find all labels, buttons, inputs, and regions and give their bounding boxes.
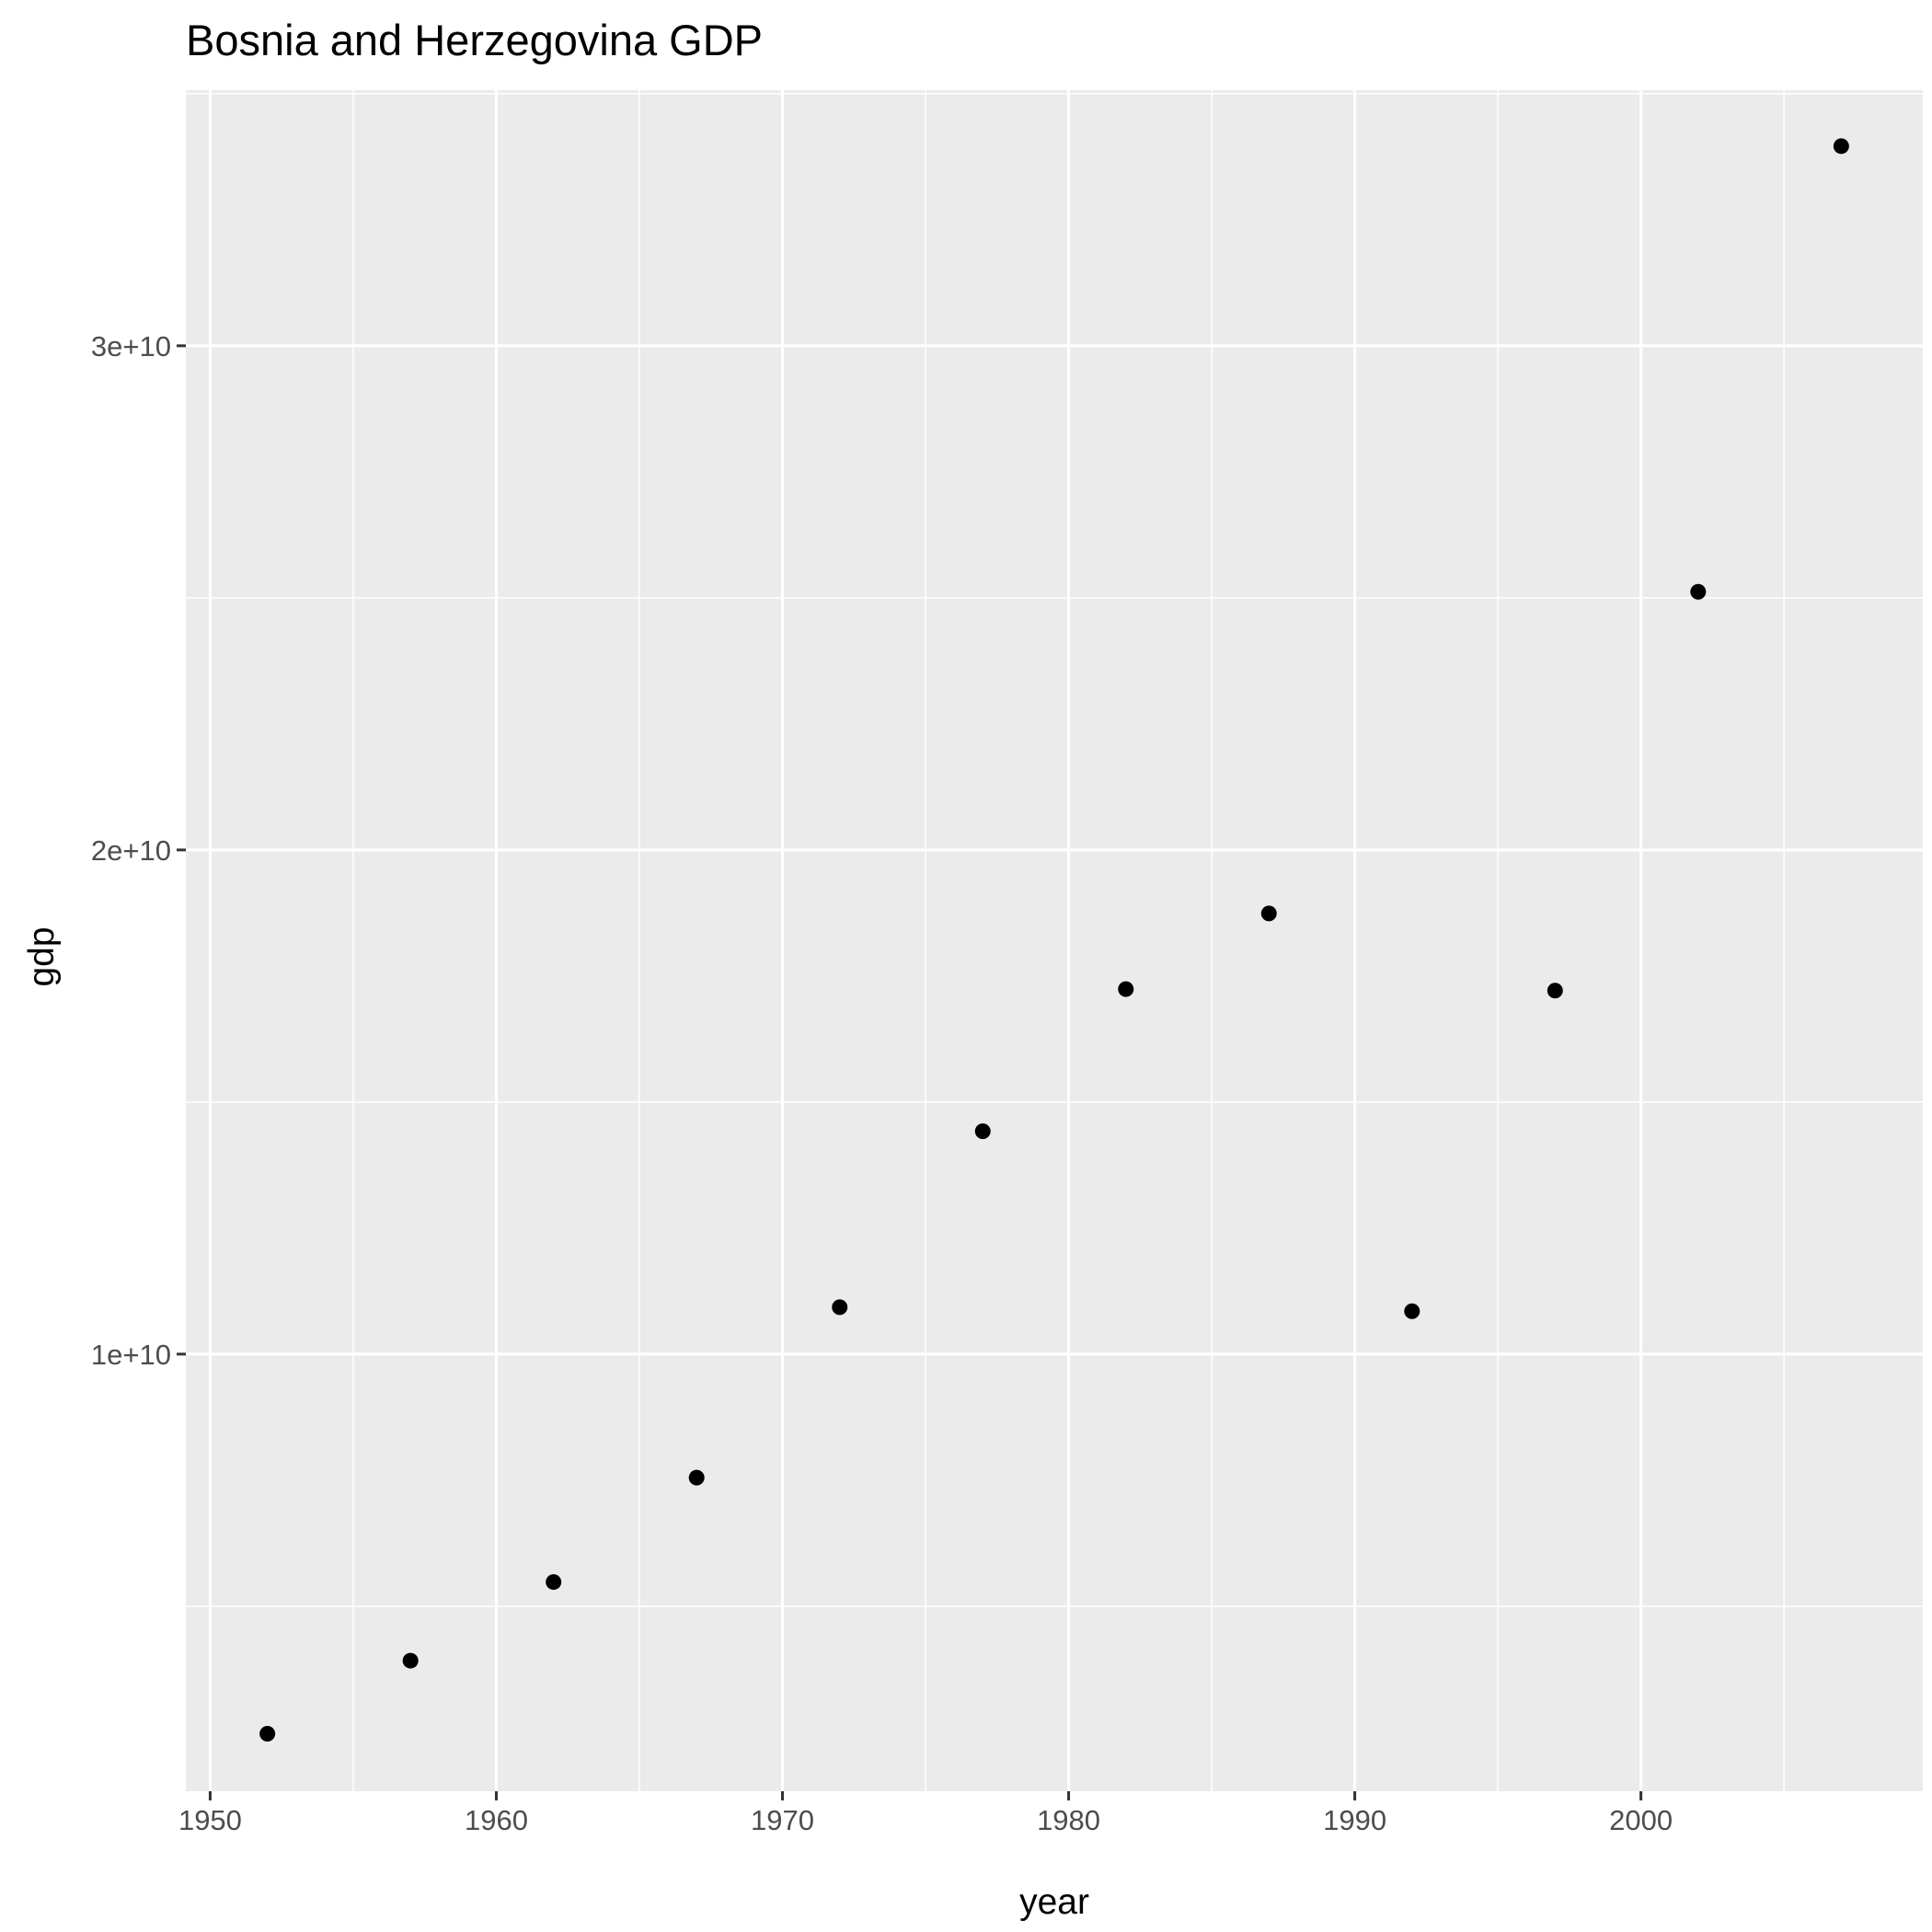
y-tick-label: 1e+10 (91, 1339, 171, 1371)
x-tick-label: 1960 (465, 1804, 528, 1836)
data-point (1260, 905, 1277, 922)
data-point (1690, 583, 1707, 600)
data-point (1404, 1303, 1420, 1319)
y-axis-title: gdp (22, 926, 62, 986)
data-point (688, 1469, 705, 1486)
x-tick-label: 1970 (751, 1804, 814, 1836)
minor-gridlines (186, 90, 1923, 1791)
x-tick-label: 1980 (1037, 1804, 1100, 1836)
y-tick-label: 3e+10 (91, 330, 171, 362)
x-tick-label: 1990 (1323, 1804, 1386, 1836)
data-point (974, 1123, 991, 1140)
data-point (402, 1652, 419, 1669)
x-axis-title: year (1019, 1882, 1089, 1922)
data-point (546, 1574, 562, 1591)
y-tick-label: 2e+10 (91, 834, 171, 867)
data-point (1833, 138, 1849, 155)
data-points (259, 138, 1849, 1742)
y-axis: 1e+10 2e+10 3e+10 (91, 330, 186, 1371)
data-point (1547, 983, 1563, 999)
x-axis: 1950 1960 1970 1980 1990 2000 (178, 1791, 1673, 1836)
plot-panel (186, 90, 1923, 1791)
major-gridlines (186, 90, 1923, 1791)
data-point (1118, 981, 1134, 997)
chart-title: Bosnia and Herzegovina GDP (186, 16, 763, 64)
x-tick-label: 2000 (1609, 1804, 1673, 1836)
data-point (832, 1299, 848, 1316)
x-tick-label: 1950 (178, 1804, 242, 1836)
data-point (259, 1726, 276, 1742)
